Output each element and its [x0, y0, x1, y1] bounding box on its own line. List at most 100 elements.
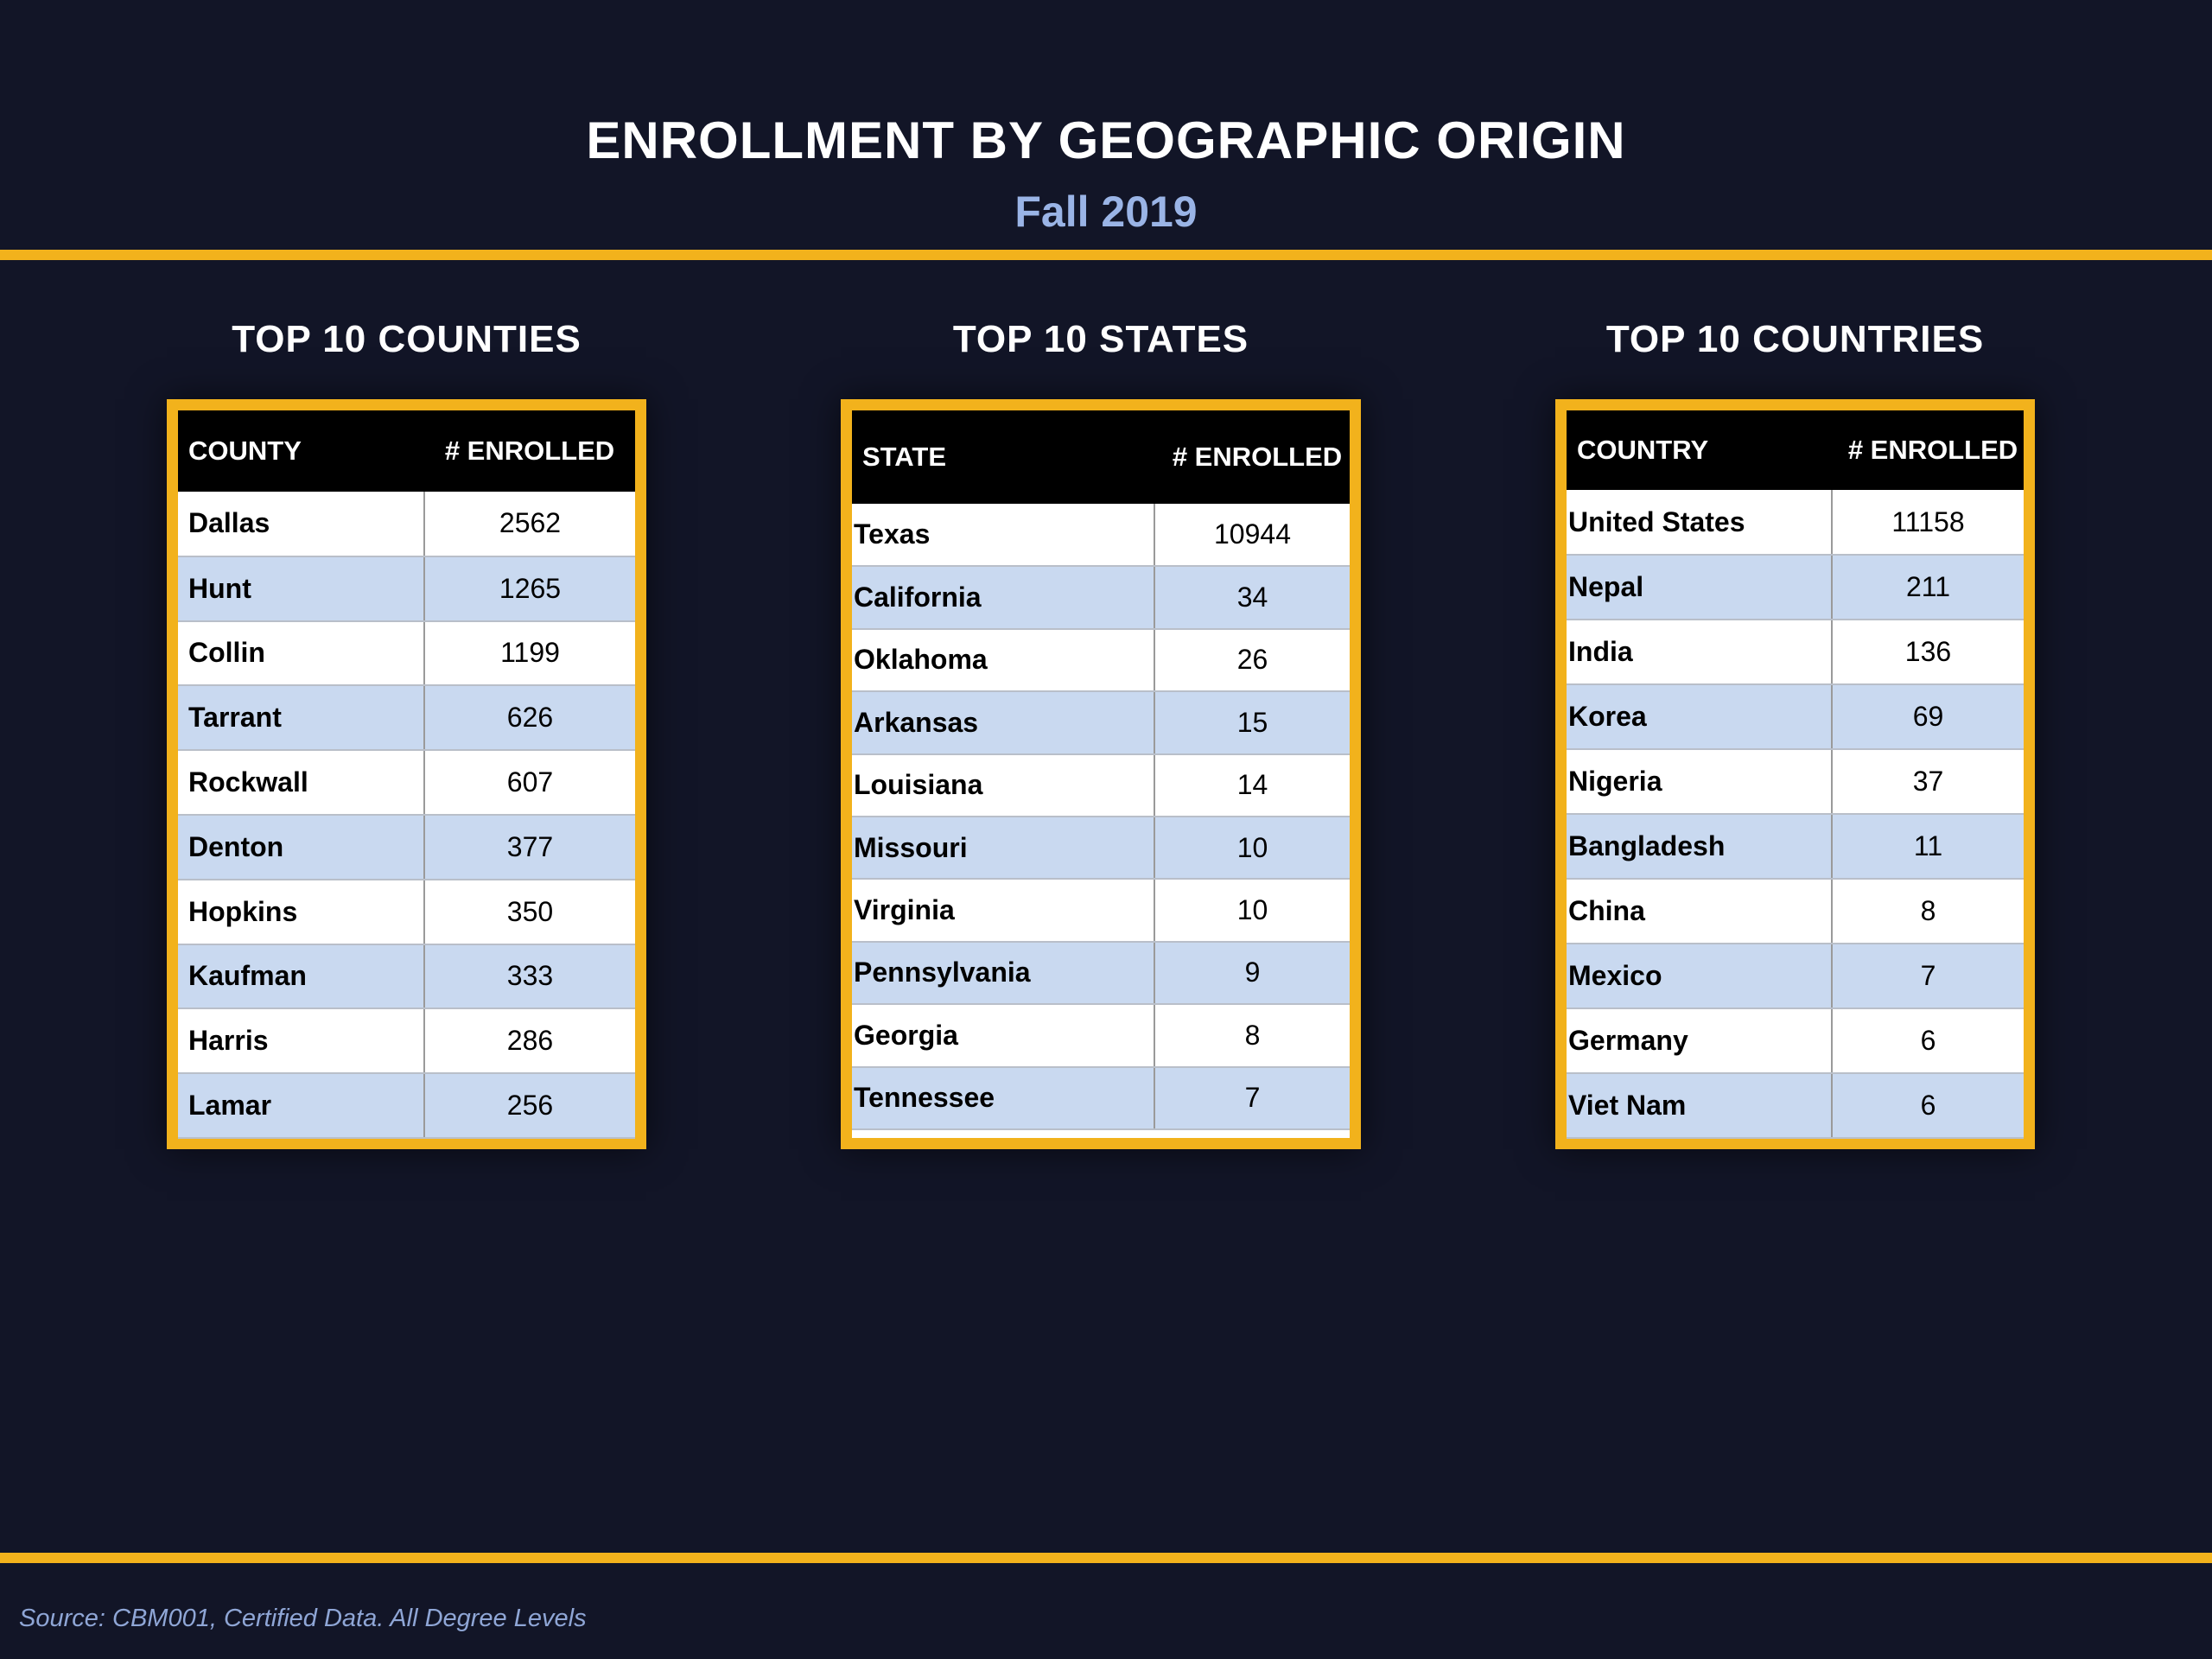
row-enrolled-cell: 8	[1832, 879, 2024, 944]
row-name-cell: Dallas	[178, 492, 425, 557]
table-row: Rockwall 607	[178, 750, 635, 816]
row-enrolled-cell: 1199	[424, 620, 635, 687]
table-row: Nepal 211	[1567, 555, 2024, 620]
states-header-row: STATE # ENROLLED	[852, 410, 1350, 504]
table-row: Oklahoma 26	[852, 628, 1350, 693]
table-row: Collin 1199	[178, 620, 635, 687]
countries-table-body: United States 11158 Nepal 211 India 136 Korea 6…	[1567, 490, 2024, 1139]
states-table-body: Texas 10944 California 34 Oklahoma 26 Arkansas…	[852, 504, 1350, 1130]
table-row: United States 11158	[1567, 490, 2024, 556]
enrolled-column-header: # ENROLLED	[1832, 410, 2024, 490]
table-row: Tennessee 7	[852, 1066, 1350, 1130]
row-enrolled-cell: 211	[1832, 555, 2024, 620]
top-divider	[0, 250, 2212, 260]
row-name-cell: Louisiana	[852, 753, 1155, 817]
countries-table-frame: COUNTRY # ENROLLED United States 11158 Nep…	[1555, 399, 2035, 1149]
page-title: ENROLLMENT BY GEOGRAPHIC ORIGIN	[586, 111, 1626, 169]
states-table: STATE # ENROLLED Texas 10944 California 34 O…	[852, 410, 1350, 1130]
counties-table-frame: COUNTY # ENROLLED Dallas 2562 Hunt 1265 Coll…	[167, 399, 646, 1149]
row-enrolled-cell: 15	[1154, 691, 1350, 755]
states-heading: TOP 10 STATES	[952, 318, 1249, 360]
row-enrolled-cell: 6	[1832, 1073, 2024, 1139]
row-name-cell: Hopkins	[178, 879, 425, 945]
row-enrolled-cell: 26	[1154, 628, 1350, 693]
row-name-cell: Bangladesh	[1567, 814, 1833, 880]
row-enrolled-cell: 8	[1154, 1004, 1350, 1068]
row-enrolled-cell: 7	[1832, 944, 2024, 1009]
states-table-frame: STATE # ENROLLED Texas 10944 California 34 O…	[841, 399, 1361, 1149]
row-name-cell: United States	[1567, 490, 1833, 556]
row-name-cell: China	[1567, 879, 1833, 944]
countries-header-row: COUNTRY # ENROLLED	[1567, 410, 2024, 490]
table-row: Louisiana 14	[852, 753, 1350, 817]
row-name-cell: Collin	[178, 620, 425, 687]
state-column-header: STATE	[852, 410, 1154, 504]
row-name-cell: Mexico	[1567, 944, 1833, 1009]
row-name-cell: Georgia	[852, 1004, 1155, 1068]
row-name-cell: Texas	[852, 504, 1155, 568]
row-name-cell: Arkansas	[852, 691, 1155, 755]
table-row: Dallas 2562	[178, 492, 635, 557]
row-name-cell: Kaufman	[178, 944, 425, 1010]
table-row: Mexico 7	[1567, 944, 2024, 1009]
row-name-cell: Hunt	[178, 556, 425, 622]
table-row: Hopkins 350	[178, 879, 635, 945]
row-name-cell: Tarrant	[178, 685, 425, 752]
table-row: Denton 377	[178, 814, 635, 880]
row-name-cell: Korea	[1567, 684, 1833, 750]
country-column-header: COUNTRY	[1567, 410, 1832, 490]
table-row: Missouri 10	[852, 816, 1350, 880]
bottom-divider	[0, 1553, 2212, 1563]
table-row: Harris 286	[178, 1008, 635, 1075]
row-enrolled-cell: 14	[1154, 753, 1350, 817]
enrolled-column-header: # ENROLLED	[424, 410, 635, 492]
row-name-cell: Virginia	[852, 879, 1155, 943]
countries-heading: TOP 10 COUNTRIES	[1605, 318, 1985, 360]
row-name-cell: Tennessee	[852, 1066, 1155, 1130]
county-column-header: COUNTY	[178, 410, 424, 492]
row-enrolled-cell: 11158	[1832, 490, 2024, 556]
table-row: Georgia 8	[852, 1004, 1350, 1068]
table-row: Kaufman 333	[178, 944, 635, 1010]
row-name-cell: Pennsylvania	[852, 941, 1155, 1006]
row-enrolled-cell: 1265	[424, 556, 635, 622]
row-enrolled-cell: 2562	[424, 492, 635, 557]
row-enrolled-cell: 286	[424, 1008, 635, 1075]
counties-table: COUNTY # ENROLLED Dallas 2562 Hunt 1265 Coll…	[178, 410, 635, 1139]
row-name-cell: Lamar	[178, 1073, 425, 1139]
countries-table: COUNTRY # ENROLLED United States 11158 Nep…	[1567, 410, 2024, 1139]
row-enrolled-cell: 607	[424, 750, 635, 816]
row-enrolled-cell: 10	[1154, 879, 1350, 943]
row-name-cell: Missouri	[852, 816, 1155, 880]
counties-heading: TOP 10 COUNTIES	[232, 318, 582, 360]
row-enrolled-cell: 7	[1154, 1066, 1350, 1130]
row-enrolled-cell: 333	[424, 944, 635, 1010]
row-enrolled-cell: 37	[1832, 749, 2024, 815]
table-row: Germany 6	[1567, 1008, 2024, 1074]
row-name-cell: Nigeria	[1567, 749, 1833, 815]
row-name-cell: California	[852, 566, 1155, 630]
row-name-cell: Oklahoma	[852, 628, 1155, 693]
row-enrolled-cell: 136	[1832, 620, 2024, 685]
counties-table-body: Dallas 2562 Hunt 1265 Collin 1199 Tarrant 626 Ro…	[178, 492, 635, 1139]
row-name-cell: Viet Nam	[1567, 1073, 1833, 1139]
table-row: Korea 69	[1567, 684, 2024, 750]
counties-header-row: COUNTY # ENROLLED	[178, 410, 635, 492]
table-row: Nigeria 37	[1567, 749, 2024, 815]
row-name-cell: India	[1567, 620, 1833, 685]
table-row: California 34	[852, 566, 1350, 630]
row-enrolled-cell: 10944	[1154, 504, 1350, 568]
source-note: Source: CBM001, Certified Data. All Degr…	[19, 1605, 587, 1632]
table-row: Bangladesh 11	[1567, 814, 2024, 880]
table-row: Arkansas 15	[852, 691, 1350, 755]
row-name-cell: Harris	[178, 1008, 425, 1075]
page-subtitle: Fall 2019	[1014, 188, 1198, 236]
table-row: Texas 10944	[852, 504, 1350, 568]
row-name-cell: Denton	[178, 814, 425, 880]
table-row: Pennsylvania 9	[852, 941, 1350, 1006]
table-row: Tarrant 626	[178, 685, 635, 752]
row-enrolled-cell: 10	[1154, 816, 1350, 880]
row-enrolled-cell: 6	[1832, 1008, 2024, 1074]
row-enrolled-cell: 626	[424, 685, 635, 752]
row-enrolled-cell: 350	[424, 879, 635, 945]
